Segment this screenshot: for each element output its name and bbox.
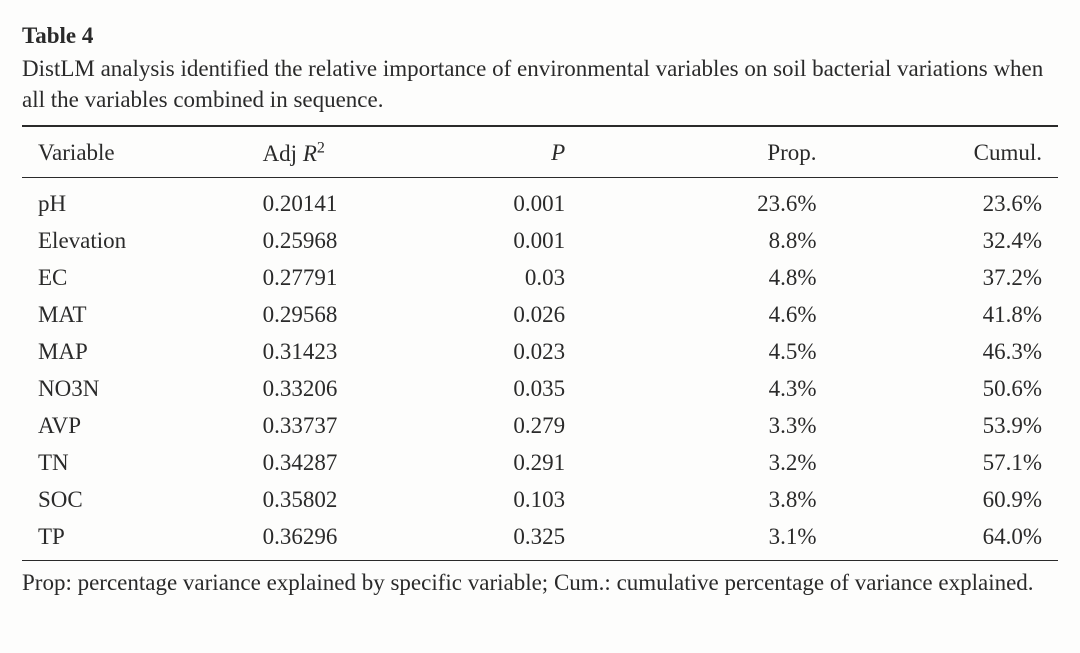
cell-cumul: 46.3% xyxy=(847,333,1058,370)
cell-cumul: 32.4% xyxy=(847,222,1058,259)
adj-prefix: Adj xyxy=(263,141,303,166)
table-label: Table 4 xyxy=(22,20,1058,51)
cell-adjr2: 0.29568 xyxy=(255,296,445,333)
adj-r: R xyxy=(303,141,317,166)
table-body: pH 0.20141 0.001 23.6% 23.6% Elevation 0… xyxy=(22,177,1058,560)
cell-p: 0.103 xyxy=(445,481,635,518)
cell-p: 0.279 xyxy=(445,407,635,444)
cell-prop: 4.8% xyxy=(635,259,846,296)
cell-adjr2: 0.20141 xyxy=(255,177,445,222)
cell-p: 0.035 xyxy=(445,370,635,407)
cell-variable: Elevation xyxy=(22,222,255,259)
cell-variable: NO3N xyxy=(22,370,255,407)
cell-adjr2: 0.36296 xyxy=(255,518,445,561)
cell-p: 0.001 xyxy=(445,177,635,222)
cell-prop: 8.8% xyxy=(635,222,846,259)
table-row: Elevation 0.25968 0.001 8.8% 32.4% xyxy=(22,222,1058,259)
col-header-variable: Variable xyxy=(22,126,255,177)
cell-prop: 4.3% xyxy=(635,370,846,407)
cell-prop: 3.1% xyxy=(635,518,846,561)
col-header-adjr2: Adj R2 xyxy=(255,126,445,177)
cell-variable: AVP xyxy=(22,407,255,444)
table-header-row: Variable Adj R2 P Prop. Cumul. xyxy=(22,126,1058,177)
cell-prop: 4.5% xyxy=(635,333,846,370)
cell-prop: 3.3% xyxy=(635,407,846,444)
col-header-p: P xyxy=(445,126,635,177)
table-row: TN 0.34287 0.291 3.2% 57.1% xyxy=(22,444,1058,481)
cell-cumul: 50.6% xyxy=(847,370,1058,407)
cell-prop: 3.2% xyxy=(635,444,846,481)
cell-p: 0.291 xyxy=(445,444,635,481)
cell-p: 0.001 xyxy=(445,222,635,259)
cell-adjr2: 0.25968 xyxy=(255,222,445,259)
cell-adjr2: 0.33206 xyxy=(255,370,445,407)
cell-cumul: 57.1% xyxy=(847,444,1058,481)
table-row: MAP 0.31423 0.023 4.5% 46.3% xyxy=(22,333,1058,370)
cell-adjr2: 0.27791 xyxy=(255,259,445,296)
table-row: pH 0.20141 0.001 23.6% 23.6% xyxy=(22,177,1058,222)
table-footnote: Prop: percentage variance explained by s… xyxy=(22,567,1058,598)
cell-prop: 4.6% xyxy=(635,296,846,333)
adj-sup: 2 xyxy=(317,139,325,156)
table-row: SOC 0.35802 0.103 3.8% 60.9% xyxy=(22,481,1058,518)
cell-p: 0.325 xyxy=(445,518,635,561)
cell-adjr2: 0.33737 xyxy=(255,407,445,444)
col-header-prop: Prop. xyxy=(635,126,846,177)
cell-cumul: 23.6% xyxy=(847,177,1058,222)
table-row: MAT 0.29568 0.026 4.6% 41.8% xyxy=(22,296,1058,333)
cell-variable: TN xyxy=(22,444,255,481)
cell-cumul: 41.8% xyxy=(847,296,1058,333)
table-row: TP 0.36296 0.325 3.1% 64.0% xyxy=(22,518,1058,561)
table-row: EC 0.27791 0.03 4.8% 37.2% xyxy=(22,259,1058,296)
cell-variable: EC xyxy=(22,259,255,296)
cell-p: 0.023 xyxy=(445,333,635,370)
cell-cumul: 64.0% xyxy=(847,518,1058,561)
cell-variable: pH xyxy=(22,177,255,222)
table-row: NO3N 0.33206 0.035 4.3% 50.6% xyxy=(22,370,1058,407)
cell-prop: 23.6% xyxy=(635,177,846,222)
table-row: AVP 0.33737 0.279 3.3% 53.9% xyxy=(22,407,1058,444)
cell-prop: 3.8% xyxy=(635,481,846,518)
cell-adjr2: 0.34287 xyxy=(255,444,445,481)
cell-p: 0.03 xyxy=(445,259,635,296)
cell-cumul: 53.9% xyxy=(847,407,1058,444)
cell-p: 0.026 xyxy=(445,296,635,333)
cell-variable: MAP xyxy=(22,333,255,370)
cell-adjr2: 0.35802 xyxy=(255,481,445,518)
cell-cumul: 60.9% xyxy=(847,481,1058,518)
distlm-table: Variable Adj R2 P Prop. Cumul. pH 0.2014… xyxy=(22,125,1058,561)
table-caption: DistLM analysis identified the relative … xyxy=(22,53,1058,115)
cell-variable: TP xyxy=(22,518,255,561)
col-header-cumul: Cumul. xyxy=(847,126,1058,177)
cell-adjr2: 0.31423 xyxy=(255,333,445,370)
cell-cumul: 37.2% xyxy=(847,259,1058,296)
cell-variable: MAT xyxy=(22,296,255,333)
cell-variable: SOC xyxy=(22,481,255,518)
